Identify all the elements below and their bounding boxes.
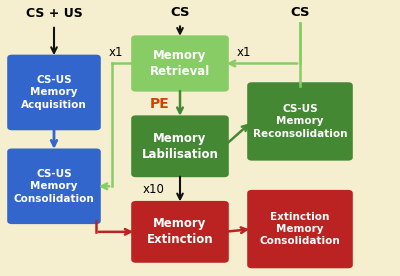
Text: Extinction
Memory
Consolidation: Extinction Memory Consolidation — [260, 212, 340, 246]
Text: CS: CS — [290, 6, 310, 19]
Text: Memory
Extinction: Memory Extinction — [147, 217, 213, 246]
FancyBboxPatch shape — [247, 82, 353, 161]
Text: Memory
Retrieval: Memory Retrieval — [150, 49, 210, 78]
FancyBboxPatch shape — [131, 115, 229, 177]
Text: CS: CS — [170, 6, 190, 19]
FancyBboxPatch shape — [7, 148, 101, 224]
Text: CS-US
Memory
Acquisition: CS-US Memory Acquisition — [21, 75, 87, 110]
Text: Memory
Labilisation: Memory Labilisation — [142, 132, 218, 161]
Text: CS-US
Memory
Reconsolidation: CS-US Memory Reconsolidation — [253, 104, 347, 139]
Text: x10: x10 — [143, 182, 165, 196]
FancyBboxPatch shape — [131, 35, 229, 92]
Text: x1: x1 — [109, 46, 123, 59]
Text: CS-US
Memory
Consolidation: CS-US Memory Consolidation — [14, 169, 94, 204]
Text: PE: PE — [150, 97, 170, 110]
Text: x1: x1 — [237, 46, 251, 59]
Text: CS + US: CS + US — [26, 7, 82, 20]
FancyBboxPatch shape — [247, 190, 353, 268]
FancyBboxPatch shape — [131, 201, 229, 263]
FancyBboxPatch shape — [7, 55, 101, 130]
